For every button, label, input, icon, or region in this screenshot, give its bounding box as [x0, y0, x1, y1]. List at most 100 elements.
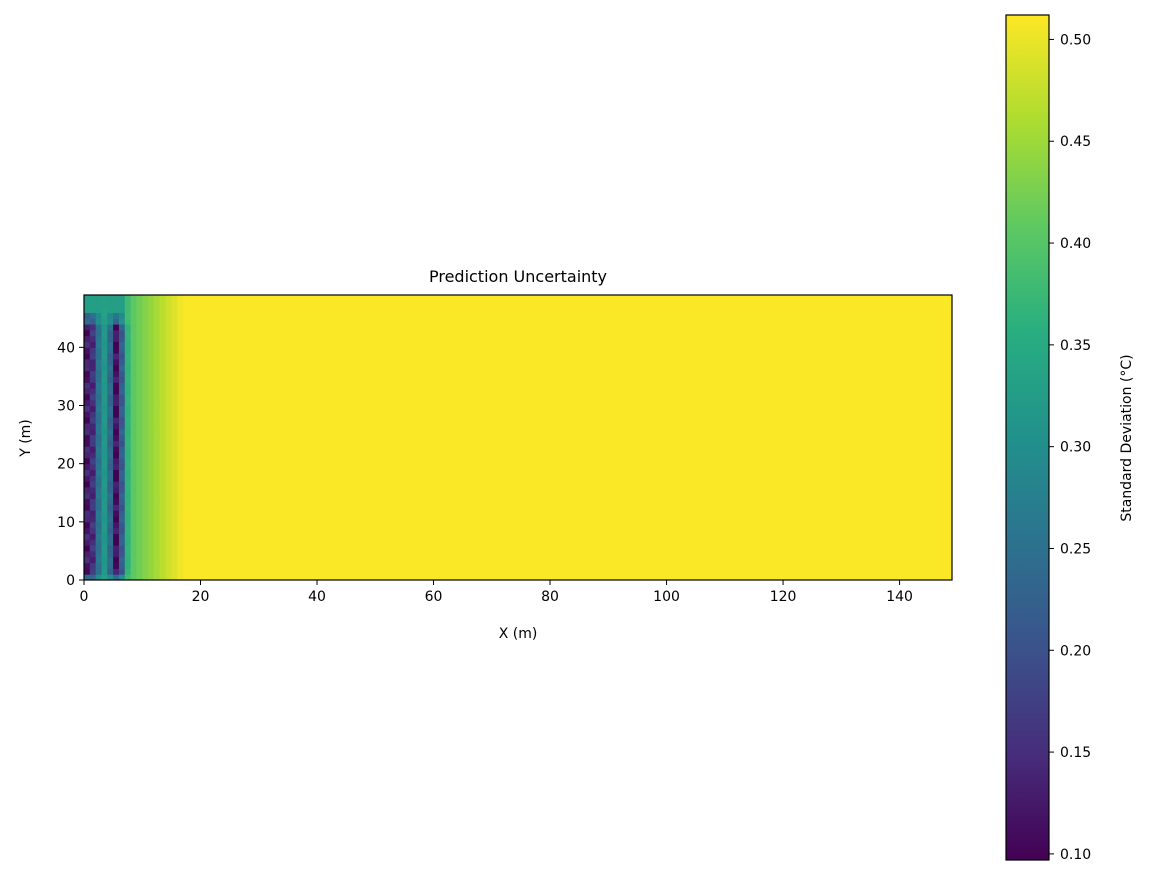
heatmap-cell — [124, 440, 132, 447]
heatmap-cell — [165, 556, 172, 564]
heatmap-cell — [177, 364, 184, 372]
heatmap-cell — [194, 446, 202, 453]
heatmap-cell — [130, 504, 137, 511]
heatmap-cell — [136, 498, 143, 505]
heatmap-cell — [159, 492, 167, 500]
heatmap-cell — [148, 306, 155, 313]
heatmap-cell — [107, 324, 114, 331]
heatmap-cell — [188, 510, 196, 517]
heatmap-cell — [136, 347, 143, 354]
heatmap-cell — [183, 545, 190, 552]
heatmap-cell — [136, 353, 143, 360]
heatmap-cell — [113, 306, 120, 313]
heatmap-cell — [101, 469, 108, 476]
heatmap-cell — [136, 411, 143, 418]
heatmap-cell — [171, 469, 178, 476]
heatmap-cell — [171, 399, 178, 407]
heatmap-cell — [188, 353, 196, 360]
heatmap-cell — [101, 481, 108, 488]
heatmap-cell — [194, 492, 202, 500]
heatmap-cell — [107, 370, 114, 377]
heatmap-cell — [188, 358, 196, 366]
heatmap-cell — [159, 463, 167, 470]
heatmap-cell — [177, 370, 184, 377]
heatmap-cell — [159, 533, 167, 540]
heatmap-cell — [95, 457, 102, 465]
heatmap-cell — [171, 405, 178, 412]
heatmap-cell — [148, 510, 155, 517]
heatmap-cell — [171, 358, 178, 366]
heatmap-cell — [142, 417, 149, 424]
heatmap-cell — [107, 446, 114, 453]
heatmap-cell — [95, 469, 102, 476]
heatmap-cell — [171, 498, 178, 505]
heatmap-cell — [84, 335, 91, 343]
x-tick-label: 140 — [886, 589, 913, 605]
heatmap-cell — [101, 428, 108, 436]
heatmap-cell — [159, 498, 167, 505]
heatmap-cell — [159, 539, 167, 546]
heatmap-cell — [118, 510, 126, 517]
heatmap-cell — [177, 382, 184, 389]
heatmap-cell — [171, 539, 178, 546]
heatmap-cell — [142, 422, 149, 430]
heatmap-cell — [183, 504, 190, 511]
heatmap-cell — [118, 457, 126, 465]
heatmap-cell — [124, 463, 132, 470]
heatmap-cell — [194, 556, 202, 564]
heatmap-cell — [171, 481, 178, 488]
heatmap-cell — [142, 516, 149, 523]
heatmap-cell — [118, 539, 126, 546]
heatmap-cell — [136, 545, 143, 552]
heatmap-cell — [107, 481, 114, 488]
heatmap-cell — [188, 364, 196, 372]
heatmap-cell — [148, 475, 155, 482]
heatmap-cell — [177, 457, 184, 465]
heatmap-cell — [171, 446, 178, 453]
heatmap-cell — [95, 306, 102, 313]
heatmap-cell — [136, 556, 143, 564]
heatmap-cell — [118, 504, 126, 511]
heatmap-cell — [130, 417, 137, 424]
heatmap-cell — [194, 486, 202, 494]
heatmap-cell — [95, 324, 102, 331]
heatmap-cell — [101, 382, 108, 389]
heatmap-cell — [148, 516, 155, 523]
heatmap-cell — [188, 382, 196, 389]
heatmap-cell — [107, 452, 114, 459]
heatmap-cell — [107, 382, 114, 389]
heatmap-cell — [171, 347, 178, 354]
heatmap-cell — [107, 498, 114, 505]
heatmap-cell — [171, 428, 178, 436]
heatmap-cell — [95, 539, 102, 546]
heatmap-cell — [194, 405, 202, 412]
heatmap-cell — [107, 347, 114, 354]
heatmap-cell — [194, 527, 202, 534]
heatmap-cell — [95, 393, 102, 401]
heatmap-cell — [101, 341, 108, 348]
heatmap-cell — [142, 353, 149, 360]
heatmap-cell — [153, 347, 161, 354]
heatmap-cell — [177, 446, 184, 453]
heatmap-cell — [159, 440, 167, 447]
heatmap-cell — [148, 358, 155, 366]
heatmap-cell — [153, 457, 161, 465]
heatmap-cell — [194, 306, 202, 313]
heatmap-cell — [101, 568, 108, 575]
heatmap-cell — [165, 399, 172, 407]
heatmap-cell — [107, 335, 114, 343]
heatmap-cell — [113, 475, 120, 482]
heatmap-cell — [130, 358, 137, 366]
heatmap-cell — [194, 562, 202, 569]
heatmap-cell — [118, 405, 126, 412]
heatmap-cell — [142, 521, 149, 529]
heatmap-cell — [177, 486, 184, 494]
heatmap-cell — [188, 556, 196, 564]
heatmap-cell — [148, 329, 155, 337]
x-tick-label: 20 — [192, 589, 210, 605]
heatmap-cell — [136, 527, 143, 534]
heatmap-cell — [177, 329, 184, 337]
heatmap-cell — [183, 295, 190, 302]
heatmap-cell — [165, 405, 172, 412]
heatmap-cell — [118, 422, 126, 430]
